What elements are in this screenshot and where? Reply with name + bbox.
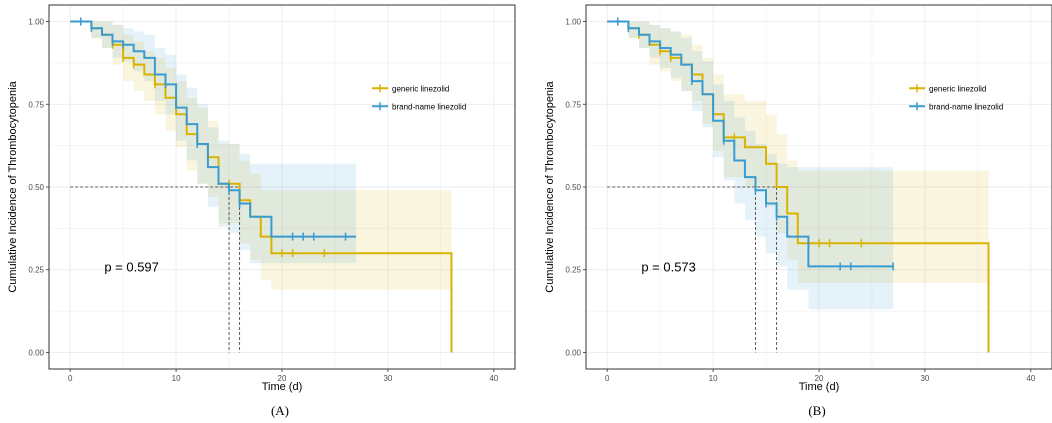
- y-tick-label: 0.25: [565, 266, 581, 275]
- legend: generic linezolid brand-name linezolid: [372, 84, 466, 111]
- p-value-annotation: p = 0.597: [104, 259, 159, 274]
- y-tick-label: 0.50: [28, 183, 44, 192]
- x-axis-title: Time (d): [799, 381, 840, 393]
- panel-a: 0 10 20 30 40 0.00 0.25 0.50 0.75 1.00 Time (d) Cum…: [7, 4, 516, 418]
- censor-marks-brand: [617, 17, 894, 271]
- y-axis-title: Cumulative Incidence of Thrombocytopenia: [544, 80, 556, 292]
- x-tick-label: 40: [1026, 374, 1035, 383]
- legend-item-generic: generic linezolid: [372, 84, 449, 93]
- gridlines: [586, 5, 1052, 369]
- y-tick-label: 0.25: [28, 266, 44, 275]
- panel-label: (A): [271, 403, 289, 418]
- x-tick-label: 30: [920, 374, 929, 383]
- x-tick-label: 20: [815, 374, 824, 383]
- y-tick-label: 0.00: [565, 348, 581, 357]
- ci-band-brand: [70, 21, 357, 264]
- panel-b: 0 10 20 30 40 0.00 0.25 0.50 0.75 1.00 Time (d) Cum…: [544, 4, 1052, 418]
- panel-label: (B): [808, 403, 825, 418]
- x-tick-label: 20: [278, 374, 287, 383]
- x-tick-label: 0: [605, 374, 610, 383]
- y-axis-title: Cumulative Incidence of Thrombocytopenia: [7, 80, 19, 292]
- legend-item-generic: generic linezolid: [909, 84, 986, 93]
- x-tick-label: 0: [68, 374, 73, 383]
- x-tick-label: 30: [383, 374, 392, 383]
- x-tick-label: 10: [172, 374, 181, 383]
- legend-label: generic linezolid: [392, 84, 449, 93]
- censor-marks-brand: [80, 17, 347, 241]
- legend-label: brand-name linezolid: [392, 102, 466, 111]
- y-tick-label: 1.00: [28, 18, 44, 27]
- legend-label: generic linezolid: [929, 84, 986, 93]
- gridlines: [49, 5, 515, 369]
- legend: generic linezolid brand-name linezolid: [909, 84, 1003, 111]
- y-tick-label: 0.00: [28, 348, 44, 357]
- x-tick-label: 40: [489, 374, 498, 383]
- y-tick-label: 0.50: [565, 183, 581, 192]
- y-tick-label: 0.75: [565, 100, 581, 109]
- y-tick-label: 0.75: [28, 100, 44, 109]
- x-axis-title: Time (d): [262, 381, 303, 393]
- median-lines: [70, 186, 241, 353]
- legend-item-brand: brand-name linezolid: [909, 102, 1003, 111]
- x-tick-label: 10: [709, 374, 718, 383]
- legend-label: brand-name linezolid: [929, 102, 1003, 111]
- legend-item-brand: brand-name linezolid: [372, 102, 466, 111]
- p-value-annotation: p = 0.573: [641, 259, 696, 274]
- ci-band-brand: [607, 21, 894, 310]
- y-tick-label: 1.00: [565, 18, 581, 27]
